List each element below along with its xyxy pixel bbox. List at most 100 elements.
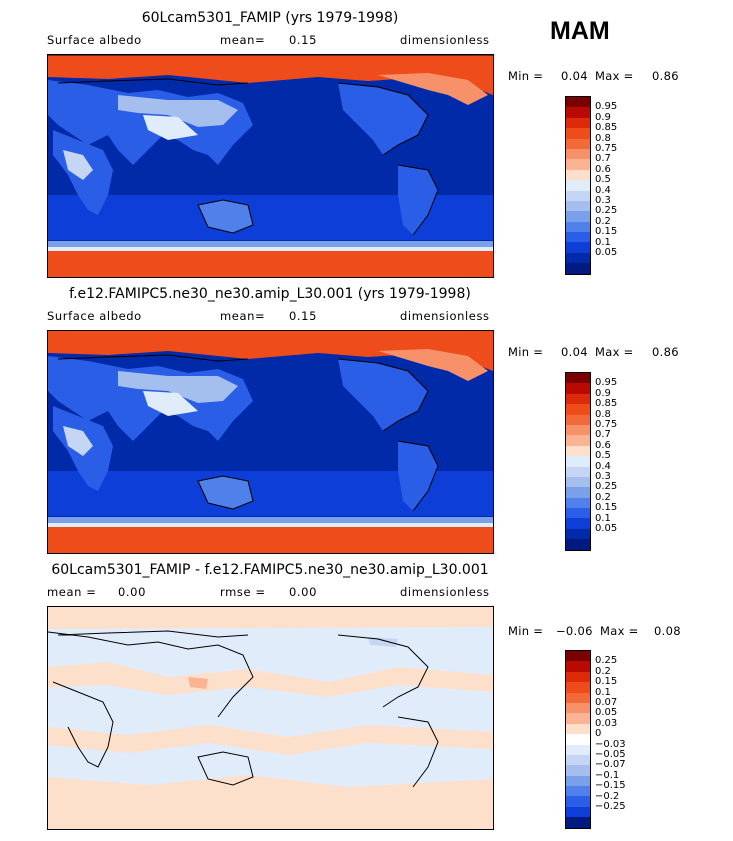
colorbar-label: 0.85 [595,122,618,134]
colorbar-label: 0.7 [595,429,611,441]
colorbar-swatch [566,765,590,776]
colorbar-swatch [566,97,590,108]
colorbar-label: 0.1 [595,236,611,248]
colorbar-swatch [566,232,590,243]
colorbar-label: 0.1 [595,512,611,524]
panel-3-max-label: Max = [600,624,639,638]
colorbar-swatch [566,806,590,818]
colorbar-swatch [566,661,590,672]
colorbar-label: 0.8 [595,408,611,420]
colorbar-swatch [566,775,590,787]
colorbar-label: 0.7 [595,153,611,165]
colorbar-swatches [565,372,591,551]
colorbar-swatch [566,414,590,425]
colorbar-label: 0.1 [595,686,611,698]
colorbar-swatch [566,508,590,519]
colorbar-swatch [566,190,590,201]
panel-1-mean-label: mean= [220,33,266,47]
colorbar-label: 0.75 [595,143,618,154]
colorbar-swatch [566,456,590,467]
colorbar-label: −0.05 [595,749,626,760]
panel-1-colorbar: 0.95 0.9 0.85 0.8 0.75 0.7 0.6 0.5 0.4 0.3 0.25 0.2… [565,96,617,275]
panel-3-mean-value: 0.00 [118,585,147,599]
colorbar-swatch [566,435,590,446]
colorbar-label: 0.3 [595,195,611,206]
panel-2-min-value: 0.04 [561,345,588,359]
panel-2-title: f.e12.FAMIPC5.ne30_ne30.amip_L30.001 (yr… [69,286,471,302]
panel-2-map [47,330,494,554]
panel-1-min-value: 0.04 [561,69,588,83]
panel-1-map [47,54,494,278]
colorbar-label: 0.03 [595,717,618,729]
colorbar-swatch [566,445,590,457]
colorbar-label: 0.75 [595,419,618,430]
colorbar-swatch [566,373,590,384]
colorbar-label: −0.15 [595,780,626,792]
panel-1-title: 60Lcam5301_FAMIP (yrs 1979-1998) [141,10,399,26]
colorbar-label: 0 [595,728,602,740]
colorbar-swatch [566,692,590,703]
colorbar-swatch [566,404,590,415]
colorbar-swatch [566,148,590,160]
panel-1-max-value: 0.86 [652,69,679,83]
colorbar-label: 0.05 [595,707,618,719]
colorbar-swatch [566,817,590,828]
colorbar-label: 0.2 [595,665,611,677]
colorbar-swatch [566,786,590,797]
panel-2-max-value: 0.86 [652,345,679,359]
panel-2-albedo-field [48,331,493,553]
colorbar-swatch [566,651,590,662]
colorbar-swatch [566,169,590,181]
colorbar-swatch [566,671,590,683]
colorbar-swatch [566,393,590,405]
colorbar-label: 0.15 [595,676,618,688]
colorbar-swatch [566,117,590,129]
colorbar-label: −0.1 [595,769,620,781]
colorbar-label: 0.2 [595,491,611,503]
colorbar-label: 0.05 [595,523,618,534]
colorbar-swatch [566,487,590,498]
colorbar-label: 0.3 [595,471,611,482]
panel-3-colorbar: 0.25 0.2 0.15 0.1 0.07 0.05 0.03 0 −0.03 −0.05 −0.… [565,650,626,829]
panel-3-min-value: −0.06 [556,624,593,638]
colorbar-label: 0.95 [595,101,618,113]
season-label: MAM [550,17,610,45]
colorbar-label: 0.4 [595,460,611,472]
colorbar-label: 0.95 [595,377,618,389]
colorbar-swatch [566,528,590,540]
colorbar-label: 0.15 [595,226,618,238]
colorbar-swatch [566,263,590,274]
colorbar-label: 0.8 [595,132,611,144]
colorbar-label: 0.5 [595,450,611,462]
panel-3-title: 60Lcam5301_FAMIP - f.e12.FAMIPC5.ne30_ne… [51,562,489,578]
panel-2-max-label: Max = [595,345,634,359]
colorbar-swatch [566,734,590,745]
colorbar-swatch [566,796,590,807]
panel-3-rmse-label: rmse = [220,585,266,599]
colorbar-swatch [566,744,590,755]
panel-2-variable-label: Surface albedo [47,309,142,323]
colorbar-swatch [566,128,590,139]
colorbar-swatch [566,200,590,212]
colorbar-swatch [566,713,590,724]
colorbar-label: 0.25 [595,655,618,667]
panel-3-min-label: Min = [508,624,544,638]
colorbar-swatch [566,159,590,170]
colorbar-label: −0.25 [595,801,626,812]
colorbar-swatch [566,138,590,149]
colorbar-swatch [566,682,590,693]
colorbar-label: −0.2 [595,790,620,802]
colorbar-swatch [566,702,590,714]
colorbar-label: 0.2 [595,215,611,227]
panel-1-albedo-field [48,55,493,277]
panel-1-variable-label: Surface albedo [47,33,142,47]
panel-3-difference-field [48,607,493,829]
panel-2-units: dimensionless [400,309,490,323]
colorbar-swatch [566,539,590,550]
panel-3-mean-label: mean = [47,585,97,599]
colorbar-label: 0.25 [595,205,618,217]
colorbar-swatch [566,221,590,233]
colorbar-label: 0.5 [595,174,611,186]
colorbar-swatch [566,518,590,529]
colorbar-swatch [566,754,590,766]
